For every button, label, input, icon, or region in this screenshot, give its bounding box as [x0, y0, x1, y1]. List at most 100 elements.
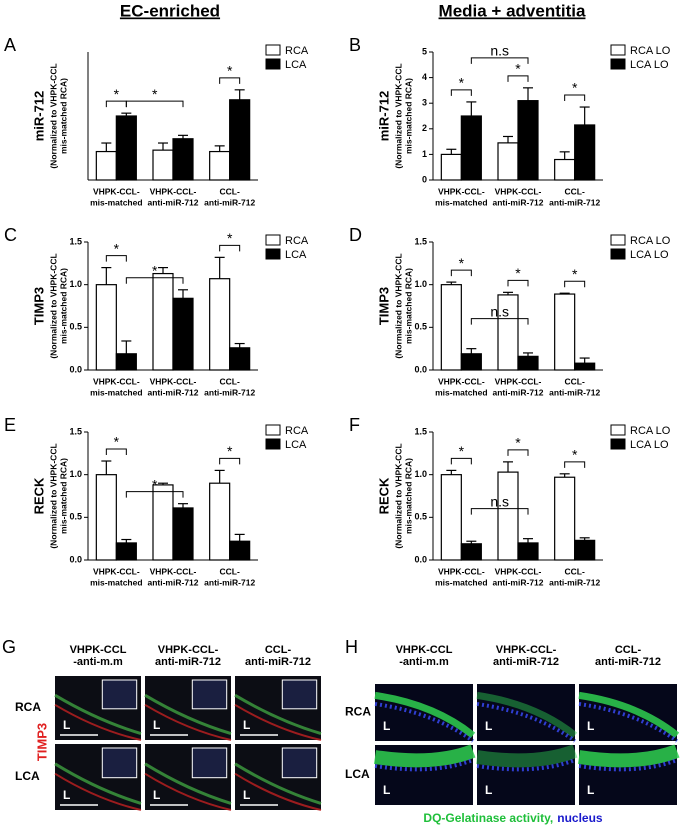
inset: [191, 747, 228, 779]
significance-label: *: [459, 443, 465, 459]
x-tick-label: VHPK-CCL-: [495, 186, 542, 196]
significance-label: *: [227, 230, 233, 246]
significance-bracket: [450, 269, 472, 277]
y-axis-subtitle: (Normalized to VHPK-CCL: [393, 253, 403, 358]
legend-label: LCA: [285, 249, 307, 261]
y-axis-title: miR-712: [376, 91, 391, 142]
inset: [281, 747, 318, 779]
nuclei: [476, 758, 576, 772]
legend-label: RCA LO: [630, 45, 671, 57]
bar: [497, 294, 519, 371]
significance-label: *: [114, 240, 120, 256]
x-tick-label: anti-miR-712: [492, 197, 543, 207]
y-tick-label: 3: [422, 98, 427, 108]
significance-bracket: [564, 280, 586, 288]
lumen-label: L: [243, 718, 250, 732]
tissue-stain: [144, 772, 232, 811]
image-column-label: VHPK-CCL: [70, 644, 127, 656]
legend-label: RCA LO: [630, 235, 671, 247]
y-tick-label: 1.0: [69, 279, 82, 289]
image-column-label: VHPK-CCL-: [496, 644, 557, 656]
bar: [497, 142, 519, 181]
significance-bracket: [564, 461, 586, 468]
y-tick-label: 1.5: [69, 426, 82, 436]
image-row-label: RCA: [15, 700, 41, 714]
tissue-stain: [144, 703, 232, 741]
column-header: Media + adventitia: [439, 1, 586, 20]
x-tick-label: CCL-: [565, 376, 585, 386]
significance-bracket: [125, 277, 184, 284]
x-tick-label: VHPK-CCL-: [438, 186, 485, 196]
column-header: EC-enriched: [120, 1, 220, 20]
significance-bracket: [125, 491, 184, 498]
y-tick-label: 1.5: [414, 236, 427, 246]
y-axis-title: miR-712: [31, 91, 46, 142]
bar: [517, 542, 539, 561]
significance-label: *: [515, 61, 521, 77]
significance-label: *: [572, 447, 578, 463]
legend-label: LCA LO: [630, 59, 669, 71]
y-axis-subtitle: mis-matched RCA): [58, 268, 68, 344]
bar: [460, 543, 482, 561]
y-axis-subtitle: (Normalized to VHPK-CCL: [48, 443, 58, 548]
vessel-wall: [577, 744, 680, 768]
bar: [229, 540, 251, 561]
significance-label: *: [152, 262, 158, 278]
significance-bracket: [507, 75, 529, 82]
x-tick-label: mis-matched: [90, 197, 142, 207]
x-tick-label: anti-miR-712: [147, 387, 198, 397]
x-tick-label: CCL-: [220, 566, 240, 576]
bar: [172, 507, 194, 561]
x-tick-label: CCL-: [220, 186, 240, 196]
y-axis-title: TIMP3: [376, 287, 391, 325]
significance-label: *: [459, 255, 465, 271]
significance-label: *: [227, 443, 233, 459]
legend-swatch: [610, 438, 626, 450]
x-tick-label: anti-miR-712: [549, 577, 600, 587]
bar: [229, 347, 251, 371]
bar: [554, 476, 576, 561]
image-row-label: LCA: [345, 767, 370, 781]
y-tick-label: 1.5: [414, 426, 427, 436]
significance-label: *: [515, 435, 521, 451]
x-tick-label: VHPK-CCL-: [150, 376, 197, 386]
vessel-wall: [475, 744, 578, 768]
significance-bracket: [219, 457, 241, 465]
image-column-label: anti-miR-712: [245, 656, 311, 668]
y-tick-label: 4: [422, 72, 427, 82]
image-column-label: -anti-m.m: [73, 656, 123, 668]
vessel-wall: [578, 691, 680, 739]
x-tick-label: VHPK-CCL-: [93, 186, 140, 196]
lumen-label: L: [587, 719, 594, 733]
image-column-label: anti-miR-712: [155, 656, 221, 668]
y-axis-subtitle: mis-matched RCA): [403, 78, 413, 154]
inset: [101, 747, 138, 779]
x-tick-label: mis-matched: [90, 577, 142, 587]
x-tick-label: mis-matched: [435, 197, 487, 207]
y-tick-label: 0.0: [414, 554, 427, 564]
lumen-label: L: [587, 783, 594, 797]
y-tick-label: 0.0: [69, 554, 82, 564]
significance-label: n.s: [490, 493, 509, 509]
image-column-label: CCL-: [615, 644, 642, 656]
bar: [115, 353, 137, 371]
bar: [497, 471, 519, 561]
legend-label: LCA LO: [630, 249, 669, 261]
caption-green: DQ-Gelatinase activity,: [423, 811, 553, 825]
bar: [574, 124, 596, 181]
y-tick-label: 1.0: [69, 469, 82, 479]
panel-letter: B: [349, 35, 361, 55]
y-axis-subtitle: (Normalized to VHPK-CCL: [48, 253, 58, 358]
significance-bracket: [470, 508, 529, 515]
y-axis-subtitle: mis-matched RCA): [58, 78, 68, 154]
panel-letter: C: [4, 225, 17, 245]
bar: [229, 99, 251, 181]
legend-swatch: [610, 424, 626, 436]
panel-letter: F: [349, 415, 360, 435]
legend-swatch: [265, 438, 281, 450]
legend-swatch: [610, 58, 626, 70]
bar: [115, 542, 137, 561]
legend-swatch: [265, 58, 281, 70]
panel-letter: G: [2, 637, 16, 657]
significance-bracket: [219, 244, 241, 252]
